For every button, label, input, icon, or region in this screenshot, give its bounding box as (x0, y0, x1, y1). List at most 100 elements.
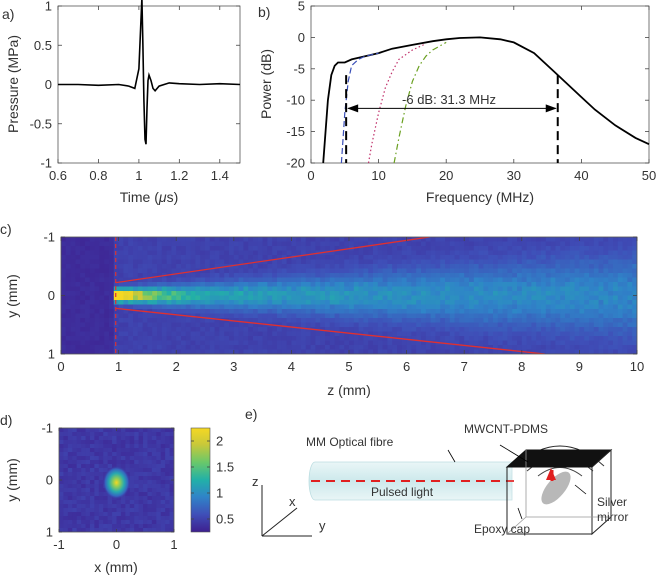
heatmap-cell (353, 349, 360, 354)
noise-cell (76, 452, 82, 457)
noise-cell (89, 444, 95, 449)
heatmap-cell (301, 304, 307, 310)
heatmap-cell (464, 309, 470, 315)
heatmap-cell (65, 331, 72, 337)
heatmap-cell (195, 286, 201, 292)
heatmap-cell (224, 304, 230, 310)
heatmap-cell (603, 345, 609, 351)
heatmap-cell (622, 268, 628, 274)
heatmap-cell (257, 286, 264, 292)
heatmap-cell (248, 322, 254, 328)
leader-mwcnt (499, 444, 529, 463)
noise-cell (107, 432, 113, 437)
heatmap-cell (171, 273, 177, 279)
heatmap-cell (152, 313, 158, 319)
noise-cell (85, 520, 91, 525)
heatmap-cell (315, 255, 321, 261)
heatmap-cell (238, 340, 244, 346)
heatmap-cell (75, 349, 81, 354)
heatmap-cell (517, 336, 523, 342)
heatmap-cell (363, 345, 369, 351)
noise-cell (59, 484, 64, 489)
noise-cell (89, 492, 95, 497)
heatmap-cell (181, 241, 187, 247)
heatmap-cell (550, 255, 556, 261)
heatmap-cell (440, 336, 446, 342)
noise-cell (116, 500, 122, 505)
noise-cell (129, 508, 135, 513)
noise-cell (165, 492, 171, 497)
heatmap-cell (569, 300, 576, 306)
heatmap-cell (469, 286, 475, 292)
heatmap-cell (536, 282, 542, 288)
heatmap-cell (80, 300, 86, 306)
heatmap-cell (205, 241, 211, 247)
heatmap-cell (445, 327, 451, 333)
heatmap-cell (301, 255, 307, 261)
heatmap-cell (541, 250, 547, 256)
heatmap-cell (473, 237, 480, 243)
heatmap-cell (61, 282, 67, 288)
heatmap-cell (406, 304, 412, 310)
heatmap-cell (473, 246, 480, 252)
heatmap-cell (142, 282, 148, 288)
heatmap-cell (349, 322, 355, 328)
chart-a-ytick-label-1: -0.5 (30, 116, 52, 131)
noise-cell (94, 508, 100, 513)
heatmap-cell (305, 345, 312, 351)
heatmap-cell (593, 318, 600, 324)
heatmap-cell (128, 255, 134, 261)
heatmap-cell (272, 300, 278, 306)
noise-cell (98, 448, 104, 453)
heatmap-cell (315, 313, 321, 319)
noise-cell (72, 428, 78, 433)
noise-cell (72, 480, 78, 485)
heatmap-cell (454, 304, 460, 310)
noise-cell (129, 428, 135, 433)
heatmap-cell (449, 331, 456, 337)
heatmap-cell (320, 322, 326, 328)
noise-cell (76, 436, 82, 441)
noise-cell (67, 484, 73, 489)
heatmap-cell (445, 273, 451, 279)
noise-cell (63, 512, 69, 517)
noise-cell (125, 452, 131, 457)
heatmap-cell (70, 318, 76, 324)
noise-cell (156, 468, 162, 473)
heatmap-cell (281, 304, 288, 310)
noise-cell (147, 432, 153, 437)
colorbar-tick-label-0: 0.5 (216, 512, 234, 527)
heatmap-cell (401, 255, 408, 261)
heatmap-cell (574, 345, 580, 351)
heatmap-cell (425, 237, 432, 243)
noise-cell (107, 444, 113, 449)
noise-cell (89, 440, 95, 445)
heatmap-cell (483, 309, 489, 315)
heatmap-cell (574, 246, 580, 252)
heatmap-cell (579, 237, 585, 243)
noise-cell (160, 460, 166, 465)
noise-cell (59, 460, 64, 465)
heatmap-cell (334, 309, 340, 315)
heatmap-cell (277, 246, 283, 252)
noise-cell (125, 512, 131, 517)
heatmap-cell (109, 246, 115, 252)
heatmap-cell (166, 345, 172, 351)
heatmap-cell (464, 273, 470, 279)
heatmap-cell (109, 286, 115, 292)
heatmap-cell (157, 291, 163, 297)
heatmap-cell (545, 259, 552, 265)
heatmap-cell (123, 291, 129, 297)
heatmap-cell (478, 313, 484, 319)
heatmap-cell (589, 309, 595, 315)
heatmap-cell (387, 304, 393, 310)
heatmap-cell (464, 291, 470, 297)
heatmap-cell (152, 340, 158, 346)
heatmap-cell (267, 295, 273, 301)
noise-cell (63, 520, 69, 525)
heatmap-cell (358, 268, 364, 274)
heatmap-cell (464, 345, 470, 351)
noise-cell (89, 448, 95, 453)
heatmap-cell (257, 282, 264, 288)
noise-cell (138, 516, 144, 521)
